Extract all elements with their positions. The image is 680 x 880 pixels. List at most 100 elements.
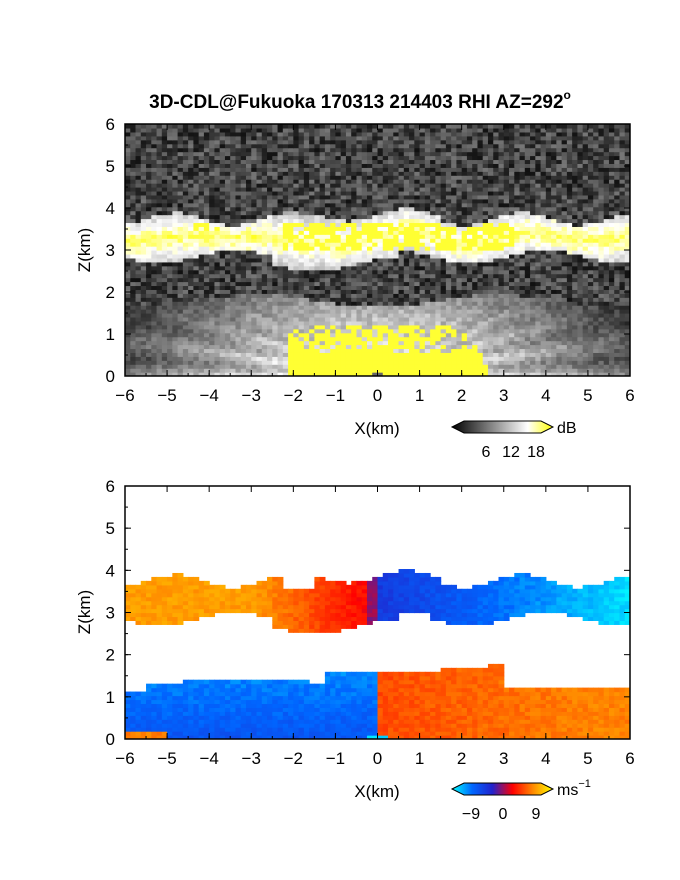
backscatter-cell	[288, 340, 294, 346]
backscatter-cell	[198, 230, 205, 235]
backscatter-cell	[424, 183, 431, 188]
backscatter-cell	[303, 364, 310, 369]
backscatter-cell	[130, 238, 137, 243]
backscatter-cell	[435, 218, 442, 224]
backscatter-cell	[619, 277, 626, 283]
backscatter-cell	[351, 234, 358, 239]
backscatter-cell	[130, 336, 137, 342]
backscatter-cell	[624, 234, 630, 239]
backscatter-cell	[198, 226, 205, 231]
backscatter-cell	[440, 309, 447, 314]
backscatter-cell	[424, 273, 431, 279]
backscatter-cell	[430, 257, 436, 263]
backscatter-cell	[146, 297, 152, 302]
backscatter-cell	[288, 360, 294, 365]
backscatter-cell	[261, 324, 268, 330]
backscatter-cell	[393, 230, 400, 235]
backscatter-cell	[587, 242, 594, 247]
backscatter-cell	[261, 344, 268, 350]
backscatter-cell	[593, 360, 600, 365]
backscatter-cell	[245, 194, 252, 200]
backscatter-cell	[440, 364, 447, 369]
backscatter-cell	[209, 190, 216, 196]
backscatter-cell	[319, 285, 326, 290]
backscatter-cell	[514, 261, 521, 267]
backscatter-cell	[477, 368, 484, 373]
backscatter-cell	[414, 368, 421, 373]
backscatter-cell	[440, 320, 447, 326]
backscatter-cell	[351, 202, 358, 208]
backscatter-cell	[282, 187, 289, 192]
backscatter-cell	[161, 234, 168, 239]
backscatter-cell	[608, 202, 615, 208]
backscatter-cell	[335, 289, 342, 294]
backscatter-cell	[519, 187, 526, 192]
backscatter-cell	[209, 360, 216, 365]
backscatter-cell	[582, 269, 589, 275]
backscatter-cell	[498, 352, 505, 357]
backscatter-cell	[393, 336, 400, 342]
backscatter-cell	[224, 273, 231, 279]
backscatter-cell	[477, 187, 484, 192]
backscatter-cell	[219, 187, 226, 192]
backscatter-cell	[409, 187, 415, 192]
backscatter-cell	[603, 364, 610, 369]
backscatter-cell	[435, 190, 442, 196]
backscatter-cell	[198, 187, 205, 192]
backscatter-cell	[230, 364, 237, 369]
backscatter-cell	[577, 332, 584, 338]
backscatter-cell	[393, 198, 400, 204]
backscatter-cell	[335, 324, 342, 330]
backscatter-cell	[614, 305, 621, 310]
backscatter-cell	[140, 336, 147, 342]
backscatter-cell	[172, 320, 179, 326]
backscatter-cell	[324, 368, 331, 373]
backscatter-cell	[551, 316, 557, 322]
backscatter-cell	[288, 214, 294, 220]
backscatter-cell	[177, 340, 184, 346]
backscatter-cell	[540, 261, 547, 267]
backscatter-cell	[593, 332, 600, 338]
backscatter-cell	[556, 261, 563, 267]
backscatter-cell	[198, 332, 205, 338]
backscatter-cell	[224, 348, 231, 353]
backscatter-cell	[245, 202, 252, 208]
backscatter-cell	[140, 364, 147, 369]
backscatter-cell	[345, 218, 352, 224]
backscatter-cell	[230, 297, 237, 302]
backscatter-cell	[593, 281, 600, 287]
backscatter-cell	[424, 190, 431, 196]
backscatter-cell	[193, 214, 200, 220]
backscatter-cell	[256, 253, 263, 259]
backscatter-cell	[167, 356, 173, 361]
backscatter-cell	[593, 265, 600, 271]
backscatter-cell	[551, 277, 557, 283]
backscatter-cell	[224, 187, 231, 192]
backscatter-cell	[482, 285, 489, 290]
backscatter-cell	[188, 372, 194, 376]
backscatter-cell	[235, 265, 242, 271]
backscatter-cell	[388, 305, 394, 310]
backscatter-cell	[614, 175, 621, 180]
backscatter-cell	[198, 242, 205, 247]
backscatter-cell	[125, 261, 131, 267]
backscatter-cell	[493, 332, 500, 338]
backscatter-cell	[203, 368, 210, 373]
backscatter-cell	[593, 206, 600, 212]
backscatter-cell	[419, 194, 426, 200]
backscatter-cell	[293, 183, 300, 188]
backscatter-cell	[193, 336, 200, 342]
backscatter-cell	[156, 269, 163, 275]
backscatter-cell	[277, 297, 284, 302]
backscatter-cell	[624, 222, 630, 227]
backscatter-cell	[366, 372, 373, 376]
backscatter-cell	[224, 340, 231, 346]
backscatter-cell	[288, 301, 294, 306]
backscatter-cell	[582, 214, 589, 220]
backscatter-cell	[440, 297, 447, 302]
backscatter-cell	[135, 253, 142, 259]
backscatter-cell	[356, 344, 363, 350]
backscatter-cell	[608, 183, 615, 188]
backscatter-cell	[188, 301, 194, 306]
backscatter-cell	[572, 281, 578, 287]
